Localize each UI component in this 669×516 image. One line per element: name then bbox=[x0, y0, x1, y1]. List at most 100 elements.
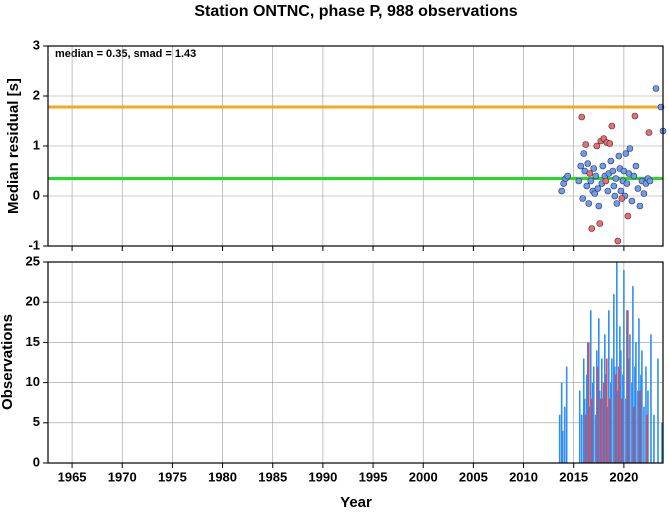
point bbox=[583, 182, 591, 190]
point bbox=[579, 195, 587, 202]
bar bbox=[592, 366, 595, 463]
point bbox=[609, 167, 617, 175]
x-tick-label: 1990 bbox=[308, 469, 337, 484]
point bbox=[632, 162, 640, 170]
point bbox=[617, 187, 625, 195]
y-axis-label: Median residual [s] bbox=[5, 78, 22, 214]
bar bbox=[558, 414, 561, 463]
bar bbox=[639, 390, 641, 463]
point bbox=[626, 145, 634, 152]
y-tick-label: -1 bbox=[28, 237, 40, 252]
x-tick-label: 2015 bbox=[559, 469, 588, 484]
bar bbox=[647, 390, 649, 463]
bar bbox=[609, 398, 611, 463]
bar bbox=[587, 342, 590, 463]
bar bbox=[603, 382, 605, 463]
bar bbox=[653, 414, 655, 463]
point bbox=[585, 200, 593, 207]
point bbox=[622, 150, 630, 157]
point bbox=[592, 172, 600, 180]
bar bbox=[591, 382, 594, 463]
point bbox=[578, 113, 586, 121]
point bbox=[614, 237, 622, 245]
point bbox=[606, 140, 614, 147]
x-tick-label: 1970 bbox=[108, 469, 137, 484]
chart-title: Station ONTNC, phase P, 988 observations bbox=[194, 3, 517, 20]
bar bbox=[595, 350, 598, 463]
point bbox=[636, 202, 644, 210]
y-tick-label: 0 bbox=[33, 187, 40, 202]
x-tick-label: 2010 bbox=[509, 469, 538, 484]
bar bbox=[596, 366, 599, 463]
bar bbox=[565, 366, 568, 463]
bar bbox=[578, 390, 581, 463]
y-tick-label: 2 bbox=[33, 87, 40, 102]
point bbox=[591, 190, 599, 197]
y-tick-label: 5 bbox=[33, 414, 40, 429]
bar bbox=[629, 334, 631, 463]
point bbox=[584, 160, 592, 167]
y-tick-label: 25 bbox=[26, 253, 40, 268]
bar bbox=[638, 318, 640, 463]
bar bbox=[583, 398, 586, 463]
point bbox=[564, 172, 571, 180]
point bbox=[582, 141, 590, 148]
x-tick-label: 1975 bbox=[158, 469, 187, 484]
point bbox=[587, 177, 595, 185]
bar bbox=[643, 406, 645, 463]
point bbox=[615, 152, 623, 160]
bar bbox=[645, 366, 647, 463]
bar bbox=[622, 374, 624, 463]
point bbox=[652, 85, 660, 92]
bar bbox=[561, 430, 564, 463]
y-tick-label: 15 bbox=[26, 334, 40, 349]
point bbox=[611, 192, 619, 200]
bar bbox=[650, 334, 652, 463]
x-tick-label: 2005 bbox=[459, 469, 488, 484]
bar bbox=[626, 310, 628, 463]
bar bbox=[641, 350, 643, 463]
bar bbox=[620, 350, 622, 463]
bar bbox=[582, 358, 585, 463]
plot-frame bbox=[47, 45, 664, 247]
bar bbox=[604, 334, 606, 463]
bar bbox=[616, 262, 618, 463]
x-tick-label: 2000 bbox=[409, 469, 438, 484]
y-tick-label: 0 bbox=[33, 454, 40, 469]
bar bbox=[613, 294, 615, 463]
x-axis-label: Year bbox=[340, 494, 372, 511]
bar bbox=[589, 310, 592, 463]
bar bbox=[598, 390, 601, 463]
bar bbox=[634, 366, 636, 463]
point bbox=[623, 180, 631, 187]
bar bbox=[586, 342, 589, 463]
point bbox=[630, 172, 638, 180]
bar bbox=[661, 422, 663, 463]
point bbox=[599, 162, 607, 170]
point bbox=[593, 142, 601, 150]
bar bbox=[580, 414, 583, 463]
bar bbox=[560, 382, 563, 463]
bar bbox=[646, 414, 648, 463]
point bbox=[575, 177, 583, 185]
point bbox=[577, 162, 585, 170]
point bbox=[646, 177, 654, 185]
bar bbox=[602, 398, 604, 463]
point bbox=[610, 182, 618, 190]
point bbox=[590, 165, 598, 172]
point bbox=[612, 175, 620, 182]
y-tick-label: 20 bbox=[26, 294, 40, 309]
bar bbox=[584, 414, 587, 463]
point bbox=[580, 150, 588, 157]
bar bbox=[619, 326, 621, 463]
bar bbox=[607, 406, 609, 463]
bar bbox=[563, 406, 566, 463]
bar bbox=[635, 342, 637, 463]
point bbox=[586, 170, 594, 177]
point bbox=[624, 212, 632, 220]
bar bbox=[594, 414, 597, 463]
point bbox=[631, 112, 639, 120]
bar bbox=[623, 270, 625, 463]
point bbox=[588, 225, 596, 232]
